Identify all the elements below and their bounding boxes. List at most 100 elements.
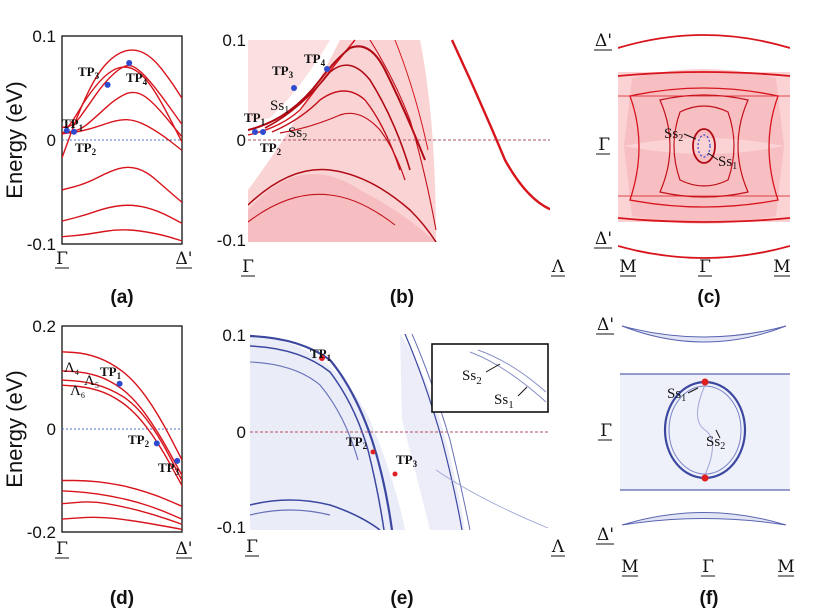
panel-c-inner-pocket: [692, 128, 716, 164]
panel-f-bottom-lens: [621, 512, 787, 526]
panel-d-lambda4: Λ4: [64, 360, 79, 377]
panel-d-band-6: [62, 490, 182, 520]
panel-e-shade-main: [250, 336, 405, 530]
panel-f-spectral: [620, 325, 790, 526]
panel-d-points: [116, 380, 181, 464]
panel-b: 0.1 0 -0.1 Γ Λ TP1 TP2 TP3 TP4 Ss1 Ss2 (…: [217, 31, 565, 308]
panel-a-band-1: [62, 49, 182, 158]
panel-e-tp3-point: [392, 471, 398, 477]
panel-e-ss2-arrow: [485, 363, 501, 373]
panel-e-caption: (e): [390, 588, 413, 609]
panel-c-ss2: Ss2: [664, 126, 683, 144]
panel-f-ss2: Ss2: [706, 434, 725, 452]
panel-a-ylabel: Energy (eV): [2, 81, 27, 198]
panel-b-band-2: [248, 45, 426, 161]
panel-a-band-8: [62, 229, 182, 242]
panel-f-xtick-gamma: Γ: [702, 557, 714, 577]
panel-d-ytick-top: 0.2: [32, 317, 56, 336]
panel-a-tp1-point: [63, 127, 70, 134]
panel-d-tp3: TP3: [158, 460, 180, 477]
panel-d-band-7: [62, 501, 182, 525]
panel-a-band-3: [62, 64, 182, 129]
panel-c-xtick-m-right: M: [773, 257, 790, 277]
panel-c-outer-contour-bottom: [618, 217, 790, 223]
panel-e-inset-curve-1: [469, 351, 547, 403]
panel-e-inset-curve-2: [477, 349, 547, 393]
panel-c-caption: (c): [697, 287, 720, 308]
panel-e-inset: [431, 343, 549, 413]
panel-f-caption: (f): [700, 588, 719, 609]
panel-f-inner-feature: [697, 384, 713, 476]
panel-b-ss2: Ss2: [288, 125, 307, 143]
panel-a-band-7: [62, 204, 182, 224]
panel-b-tp1-point: [252, 129, 258, 135]
panel-f: Δ' Γ Δ' M Γ M Ss1 Ss2 (f): [596, 315, 795, 609]
panel-e-tp2: TP2: [346, 434, 368, 451]
panel-e-tp3: TP3: [396, 452, 418, 469]
panel-c: Δ' Γ Δ' M Γ M Ss2 Ss1 (c): [594, 31, 791, 308]
panel-e-ytick-bottom: -0.1: [217, 518, 246, 537]
panel-d-band-5: [62, 479, 182, 507]
panel-b-xtick-lambda: Λ: [551, 257, 565, 277]
panel-d-ytick-zero: 0: [47, 420, 56, 439]
panel-e-ytick-zero: 0: [237, 423, 246, 442]
panel-c-spectral: [618, 34, 790, 259]
panel-c-ss1-arrow: [707, 152, 719, 161]
panel-c-contour-c: [673, 105, 735, 187]
panel-e-tp1: TP1: [310, 346, 332, 363]
panel-e-ss1-arrow: [517, 386, 528, 397]
panel-a-tp3: TP3: [78, 64, 100, 81]
panel-c-ytick-delta-bottom: Δ': [595, 229, 612, 249]
panel-d-band-2: [62, 370, 182, 476]
panel-b-band-7: [248, 193, 396, 226]
panel-c-ss2-arrow: [683, 133, 697, 140]
panel-b-shade-low: [248, 174, 436, 242]
panel-a-tp3-point: [104, 81, 111, 88]
panel-a-ytick-bottom: -0.1: [27, 235, 56, 254]
panel-b-tp1: TP1: [244, 110, 266, 127]
panel-a-tp2-point: [71, 128, 77, 135]
panel-b-tp3: TP3: [272, 63, 294, 80]
panel-a-tp1: TP1: [62, 116, 84, 133]
panel-e-tp2-point: [370, 449, 376, 455]
panel-e-xtick-gamma: Γ: [246, 537, 258, 557]
panel-a-ytick-zero: 0: [47, 131, 56, 150]
panel-d-tp1: TP1: [100, 364, 122, 381]
panel-c-ytick-gamma: Γ: [598, 135, 610, 155]
panel-d-tp2: TP2: [128, 432, 150, 449]
panel-d-lambda5: Λ5: [84, 373, 99, 390]
panel-d-bands: [62, 351, 182, 531]
panel-f-point-top: [701, 378, 709, 386]
panel-f-ss1-arrow: [687, 387, 699, 394]
panel-d-xtick-delta: Δ': [176, 539, 193, 559]
panel-c-central-glow: [624, 69, 784, 146]
panel-c-bottom-arc: [618, 245, 790, 259]
panel-f-ss2-arrow: [715, 429, 721, 439]
panel-b-band-6: [248, 168, 437, 242]
panel-d-tp3-point: [174, 457, 181, 464]
panel-b-ss1: Ss1: [270, 98, 289, 116]
panel-e-band-8: [435, 469, 549, 529]
panel-f-top-lens: [621, 325, 787, 343]
panel-f-ytick-delta-bottom: Δ': [597, 525, 614, 545]
panel-b-xtick-gamma: Γ: [242, 257, 254, 277]
panel-c-inner-blue: [697, 134, 711, 158]
panel-b-ytick-top: 0.1: [222, 31, 246, 50]
panel-f-ytick-delta-top: Δ': [597, 315, 614, 335]
panel-a-xtick-gamma: Γ: [56, 249, 68, 269]
panel-f-xtick-m-left: M: [621, 557, 638, 577]
panel-a-tp2: TP2: [75, 140, 97, 157]
panel-d-ytick-bottom: -0.2: [27, 523, 56, 542]
panel-d-lambda6: Λ6: [70, 383, 85, 400]
panel-b-caption: (b): [390, 287, 414, 308]
panel-e-xtick-lambda: Λ: [551, 537, 565, 557]
panel-b-tp4-point: [324, 66, 330, 72]
panel-e-tp1-point: [319, 355, 325, 361]
panel-f-point-bottom: [701, 474, 709, 482]
panel-d-tp1-point: [116, 380, 123, 387]
panel-c-xtick-gamma: Γ: [699, 257, 711, 277]
panel-e-band-6: [250, 499, 381, 530]
panel-b-tp4: TP4: [304, 51, 326, 68]
panel-e-band-5: [411, 334, 471, 530]
